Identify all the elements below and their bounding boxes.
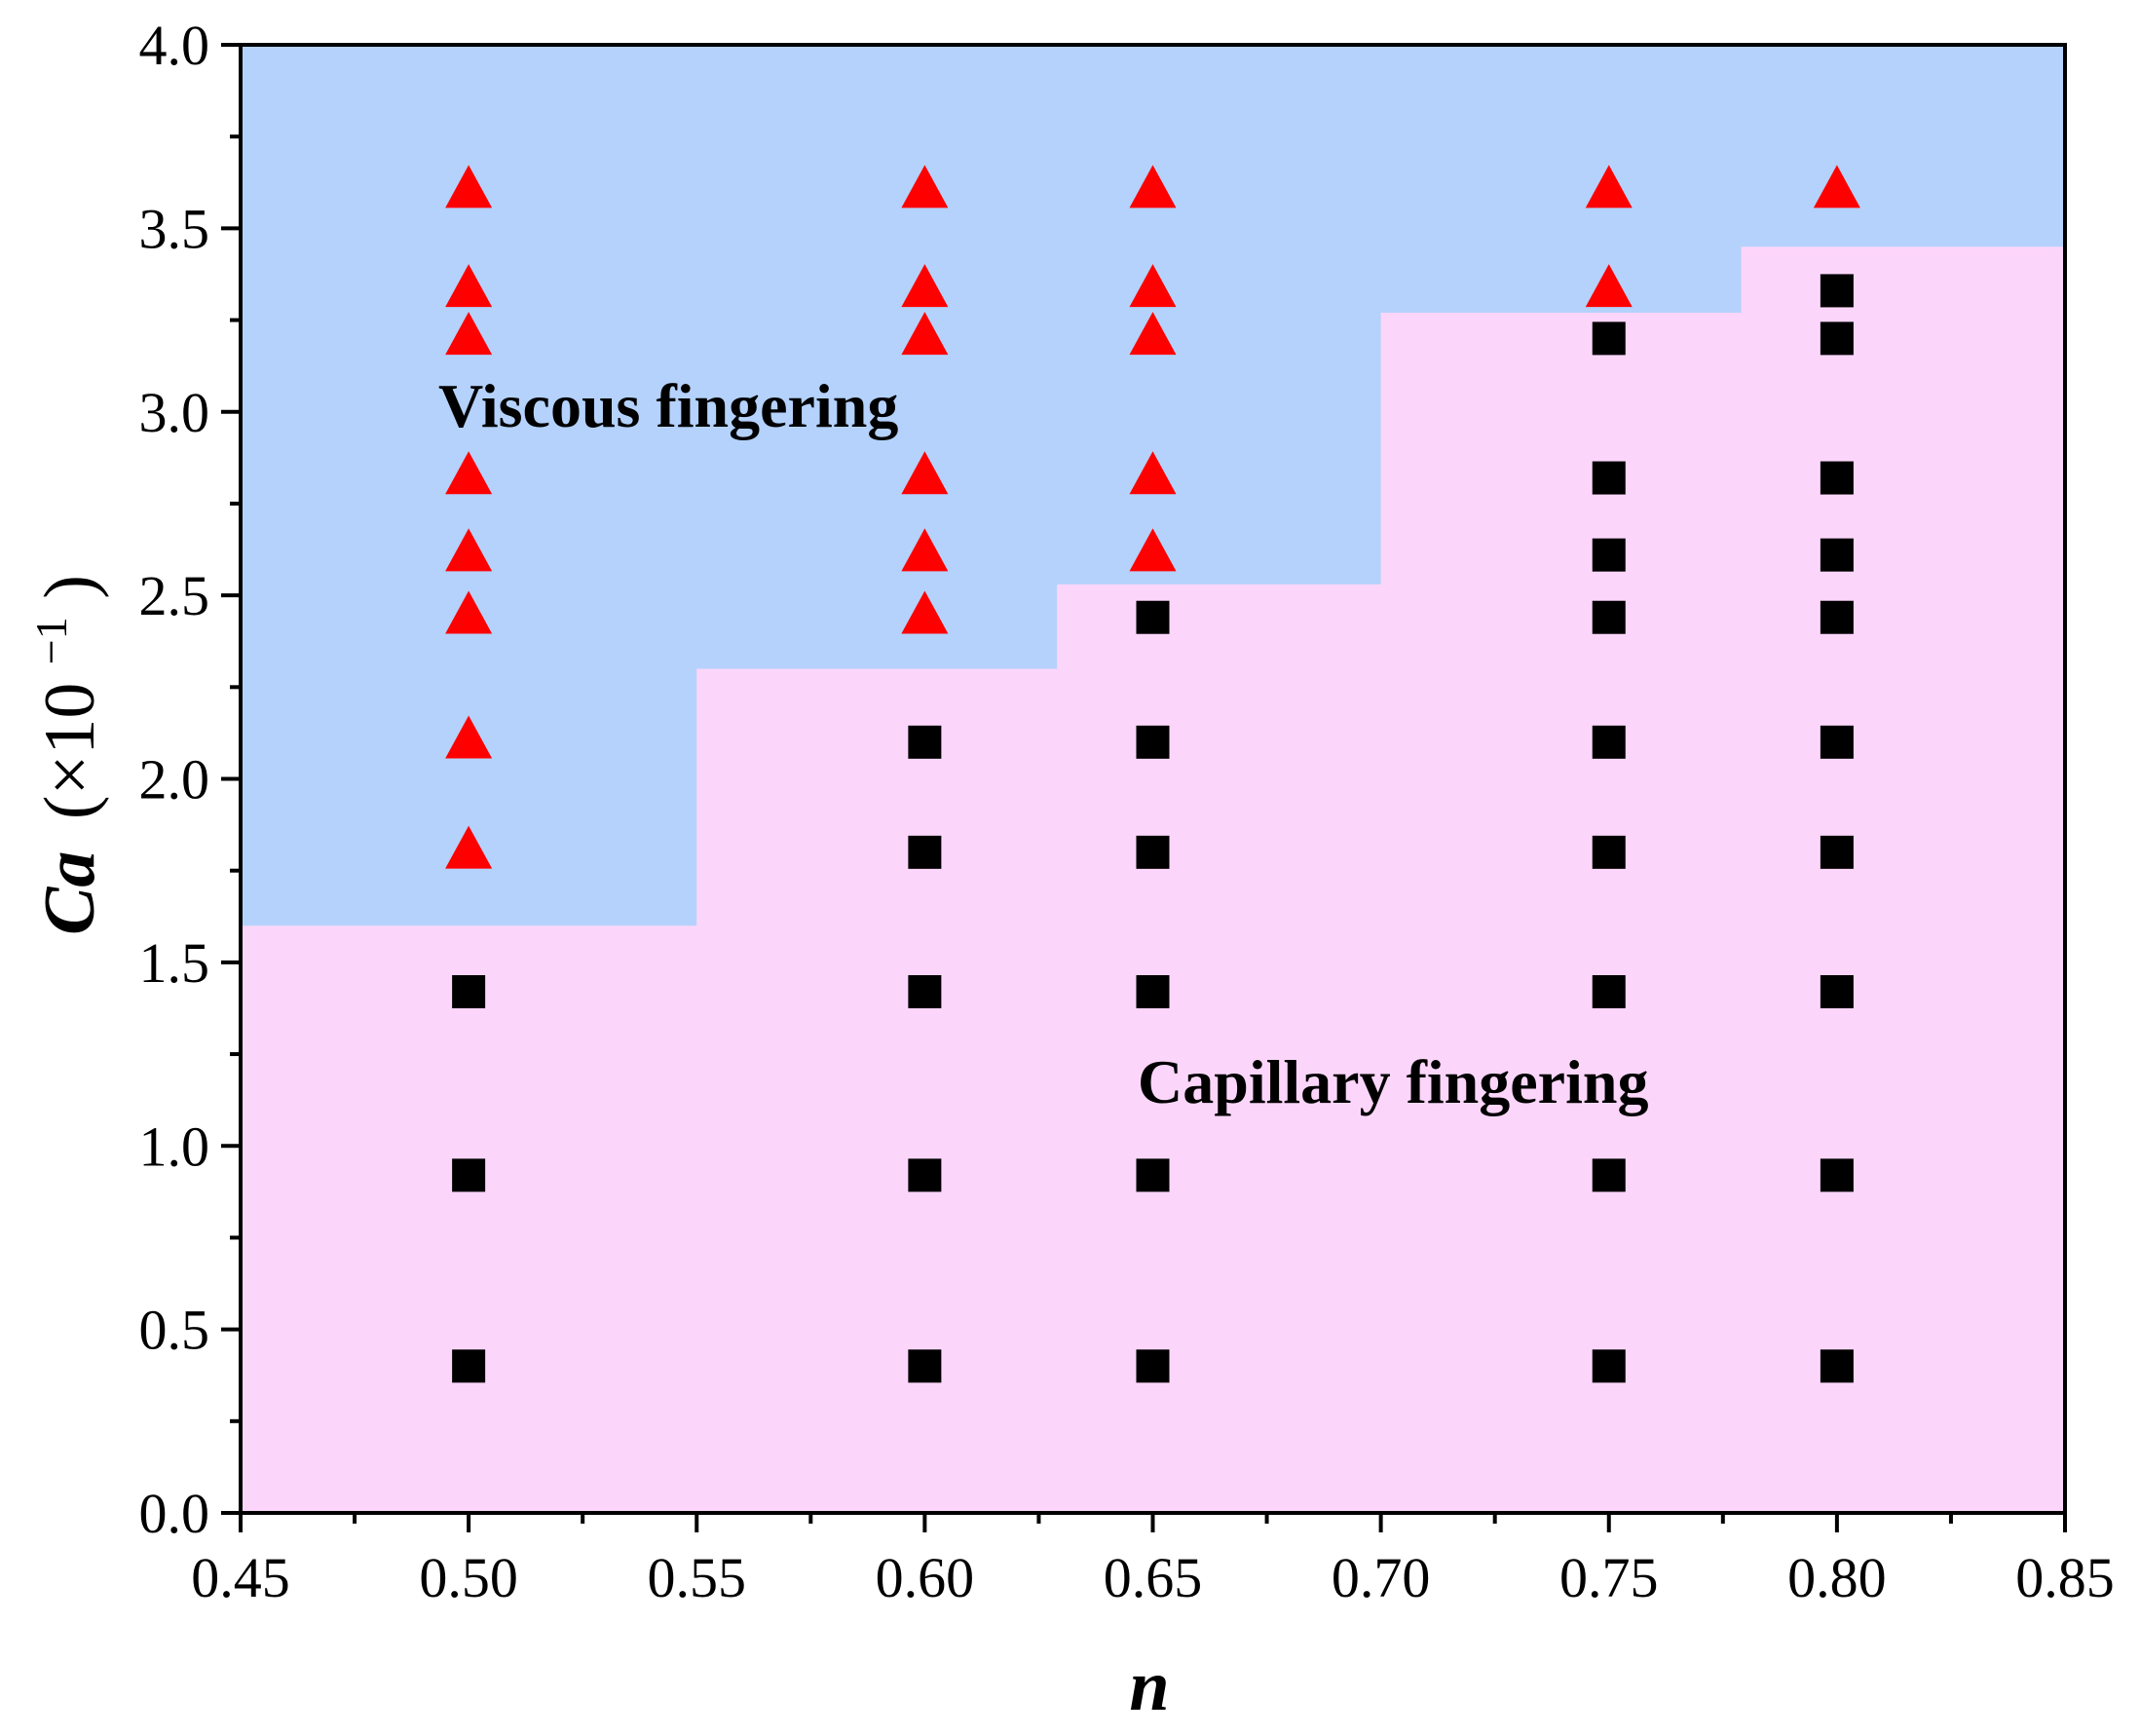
y-axis-title-exp: −1 (26, 617, 76, 664)
square-point (908, 835, 942, 869)
square-point (908, 1349, 942, 1383)
square-point (1820, 1349, 1854, 1383)
x-tick-label: 0.80 (1787, 1546, 1887, 1609)
square-point (1592, 835, 1626, 869)
square-point (1592, 1158, 1626, 1192)
triangle-point (445, 264, 493, 308)
triangle-point (445, 825, 493, 869)
triangle-point (445, 312, 493, 356)
y-axis-title: Ca (×10 −1 ) (3, 575, 110, 935)
square-point (452, 975, 486, 1009)
square-point (1136, 1349, 1170, 1383)
triangle-point (445, 451, 493, 495)
y-tick-label: 3.0 (139, 381, 210, 444)
triangle-point (1129, 165, 1177, 208)
x-tick-label: 0.50 (419, 1546, 518, 1609)
square-point (1820, 321, 1854, 356)
y-tick-label: 3.5 (139, 197, 210, 260)
y-tick-label: 0.0 (139, 1482, 210, 1545)
triangle-point (901, 528, 949, 572)
square-point (908, 725, 942, 759)
triangle-point (1585, 165, 1633, 208)
y-tick-label: 1.5 (139, 931, 210, 995)
region-label-capillary: Capillary fingering (1138, 1047, 1648, 1116)
square-point (1592, 975, 1626, 1009)
x-axis-title: n (1129, 1646, 1169, 1726)
square-point (1592, 1349, 1626, 1383)
region-label-viscous: Viscous fingering (438, 371, 898, 440)
square-point (908, 1158, 942, 1192)
square-point (1820, 835, 1854, 869)
square-point (908, 975, 942, 1009)
x-tick-label: 0.70 (1332, 1546, 1431, 1609)
square-point (1820, 725, 1854, 759)
square-point (1820, 1158, 1854, 1192)
triangle-point (1585, 264, 1633, 308)
square-point (452, 1158, 486, 1192)
x-tick-label: 0.45 (191, 1546, 290, 1609)
axes-layer: 0.45 0.50 0.55 0.60 0.65 0.70 0.75 0.80 0.85 0.0 0… (139, 14, 2115, 1609)
square-point (1820, 274, 1854, 308)
y-axis-title-text: Ca (×10 −1 ) (3, 575, 110, 935)
square-point (1820, 600, 1854, 634)
triangle-point (1129, 264, 1177, 308)
square-point (1592, 538, 1626, 572)
y-axis-title-main: Ca (30, 851, 110, 935)
x-tick-label: 0.60 (876, 1546, 975, 1609)
square-point (1820, 975, 1854, 1009)
x-tick-label: 0.75 (1559, 1546, 1659, 1609)
triangle-point (1129, 312, 1177, 356)
triangle-point (1813, 165, 1860, 208)
x-tick-label: 0.65 (1104, 1546, 1203, 1609)
y-axis-title-unit: (×10 (30, 683, 110, 819)
square-point (1820, 538, 1854, 572)
y-axis-title-close: ) (30, 575, 110, 599)
square-point (1820, 461, 1854, 495)
square-point (1136, 835, 1170, 869)
labels-layer: Viscous fingering Capillary fingering n … (3, 371, 1648, 1726)
triangle-point (445, 528, 493, 572)
triangle-point (901, 312, 949, 356)
y-tick-label: 2.0 (139, 748, 210, 811)
square-point (452, 1349, 486, 1383)
square-point (1136, 600, 1170, 634)
points-layer (445, 165, 1860, 1383)
triangle-point (1129, 528, 1177, 572)
square-point (1592, 725, 1626, 759)
square-point (1136, 975, 1170, 1009)
x-tick-label: 0.85 (2015, 1546, 2115, 1609)
triangle-point (901, 590, 949, 634)
triangle-point (445, 590, 493, 634)
triangle-point (1129, 451, 1177, 495)
y-tick-label: 1.0 (139, 1114, 210, 1178)
triangle-point (445, 165, 493, 208)
y-tick-label: 2.5 (139, 564, 210, 627)
triangle-point (445, 715, 493, 759)
triangle-point (901, 165, 949, 208)
square-point (1592, 461, 1626, 495)
square-point (1592, 600, 1626, 634)
y-tick-label: 0.5 (139, 1299, 210, 1362)
triangle-point (901, 264, 949, 308)
square-point (1592, 321, 1626, 356)
x-tick-label: 0.55 (648, 1546, 747, 1609)
triangle-point (901, 451, 949, 495)
square-point (1136, 725, 1170, 759)
square-point (1136, 1158, 1170, 1192)
y-tick-label: 4.0 (139, 14, 210, 77)
